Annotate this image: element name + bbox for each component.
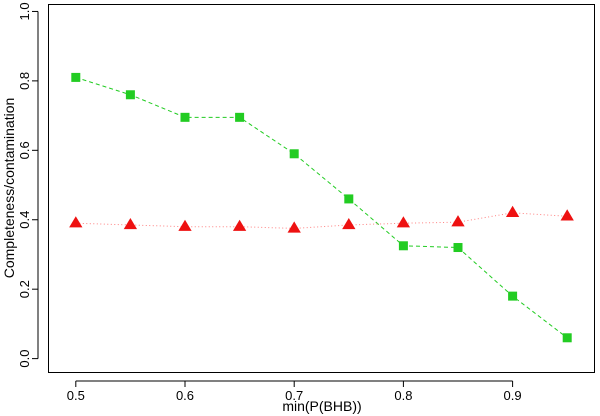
x-tick-label: 0.7 <box>285 388 303 403</box>
data-point-square <box>344 194 354 204</box>
y-tick-label: 1.0 <box>17 2 32 20</box>
data-point-square <box>180 112 190 122</box>
series-line <box>75 76 568 339</box>
data-point-triangle <box>232 219 247 231</box>
x-tick-label: 0.9 <box>504 388 522 403</box>
y-tick-label: 0.4 <box>17 211 32 229</box>
data-point-triangle <box>560 209 574 221</box>
data-point-square <box>508 291 518 301</box>
x-tick-label: 0.5 <box>67 388 85 403</box>
data-point-triangle <box>178 219 192 231</box>
x-axis-title: min(P(BHB)) <box>282 398 361 414</box>
data-point-triangle <box>505 205 520 218</box>
x-tick-label: 0.6 <box>176 388 194 403</box>
y-tick-label: 0.8 <box>17 72 32 90</box>
x-tick-label: 0.8 <box>394 388 412 403</box>
data-point-square <box>235 112 245 122</box>
series-line <box>75 212 568 229</box>
data-point-triangle <box>69 216 83 228</box>
y-axis-title: Completeness/contamination <box>1 98 17 279</box>
plot-frame <box>48 4 595 373</box>
data-point-triangle <box>451 215 465 227</box>
data-point-square <box>289 149 299 159</box>
data-point-square <box>125 90 135 100</box>
data-point-square <box>562 333 572 343</box>
series-layer <box>69 72 574 343</box>
data-point-triangle <box>342 217 356 230</box>
data-point-triangle <box>123 217 138 230</box>
data-point-square <box>398 241 408 251</box>
data-point-square <box>71 72 81 82</box>
data-point-triangle <box>287 221 301 233</box>
data-point-square <box>453 243 463 253</box>
data-point-triangle <box>396 216 411 228</box>
y-tick-label: 0.6 <box>17 141 32 159</box>
series-triangle <box>69 205 574 233</box>
series-square <box>71 72 572 343</box>
y-tick-label: 0.2 <box>17 280 32 298</box>
y-tick-label: 0.0 <box>17 350 32 368</box>
y-axis: 0.0 0.2 0.4 0.6 0.8 1.0 <box>17 2 39 368</box>
x-axis: 0.5 0.6 0.7 0.8 0.9 <box>67 380 522 403</box>
